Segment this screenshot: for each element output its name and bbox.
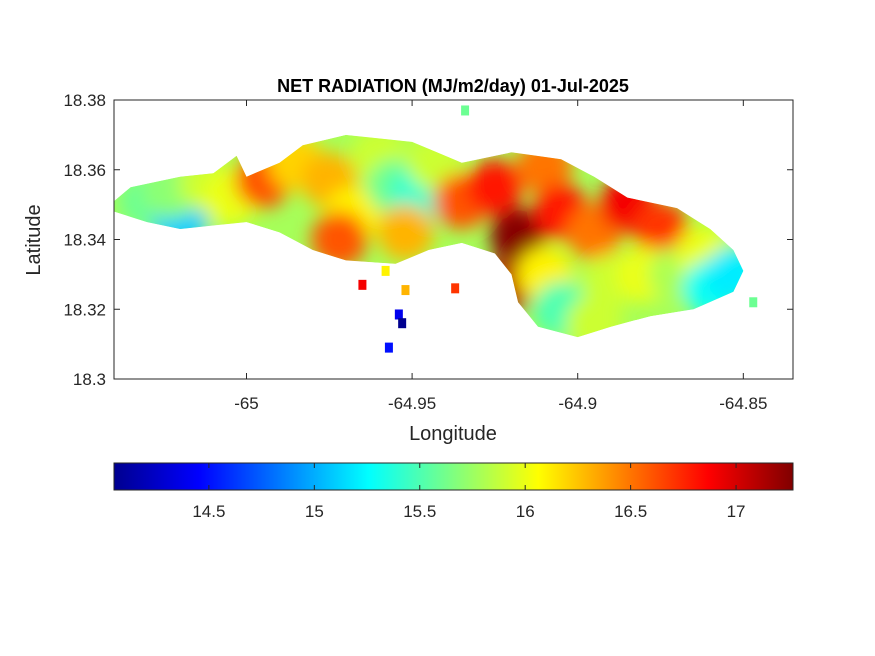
x-tick-label: -64.95 <box>388 394 436 413</box>
colorbar-tick-label: 15.5 <box>403 502 436 521</box>
island-fragments <box>358 105 758 353</box>
island-fragment <box>398 318 407 329</box>
colorbar-tick-label: 17 <box>727 502 746 521</box>
x-tick-label: -64.85 <box>719 394 767 413</box>
y-axis-label: Latitude <box>23 204 45 275</box>
radiation-sample <box>466 159 523 216</box>
island-fragment <box>384 342 393 353</box>
x-tick-label: -64.9 <box>558 394 597 413</box>
colorbar <box>113 462 794 491</box>
map-layer <box>114 105 758 353</box>
y-tick-label: 18.3 <box>73 370 106 389</box>
colorbar-tick-label: 16 <box>516 502 535 521</box>
island-fragment <box>749 297 758 308</box>
island-fragment <box>461 105 470 116</box>
radiation-sample <box>377 204 434 261</box>
island-fragment <box>451 283 460 294</box>
map-title: NET RADIATION (MJ/m2/day) 01-Jul-2025 <box>277 76 629 96</box>
x-axis-label: Longitude <box>409 423 497 445</box>
colorbar-ticks: 14.5 15 15.5 16 16.5 17 <box>192 463 746 521</box>
x-axis: -65 -64.95 -64.9 -64.85 <box>234 100 767 413</box>
y-tick-label: 18.34 <box>63 231 106 250</box>
colorbar-tick-label: 15 <box>305 502 324 521</box>
radiation-sample <box>311 211 368 268</box>
y-tick-label: 18.32 <box>63 300 106 319</box>
x-tick-label: -65 <box>234 394 259 413</box>
y-axis: 18.3 18.32 18.34 18.36 18.38 <box>63 91 793 389</box>
y-tick-label: 18.38 <box>63 91 106 110</box>
island-fragment <box>394 309 403 320</box>
y-tick-label: 18.36 <box>63 161 106 180</box>
island-fragment <box>401 285 410 296</box>
colorbar-tick-label: 16.5 <box>614 502 647 521</box>
radiation-sample <box>566 295 623 338</box>
island-fragment <box>358 279 367 290</box>
radiation-sample <box>705 246 744 303</box>
island-fragment <box>381 265 390 276</box>
radiation-sample <box>632 201 689 258</box>
colorbar-tick-label: 14.5 <box>192 502 225 521</box>
